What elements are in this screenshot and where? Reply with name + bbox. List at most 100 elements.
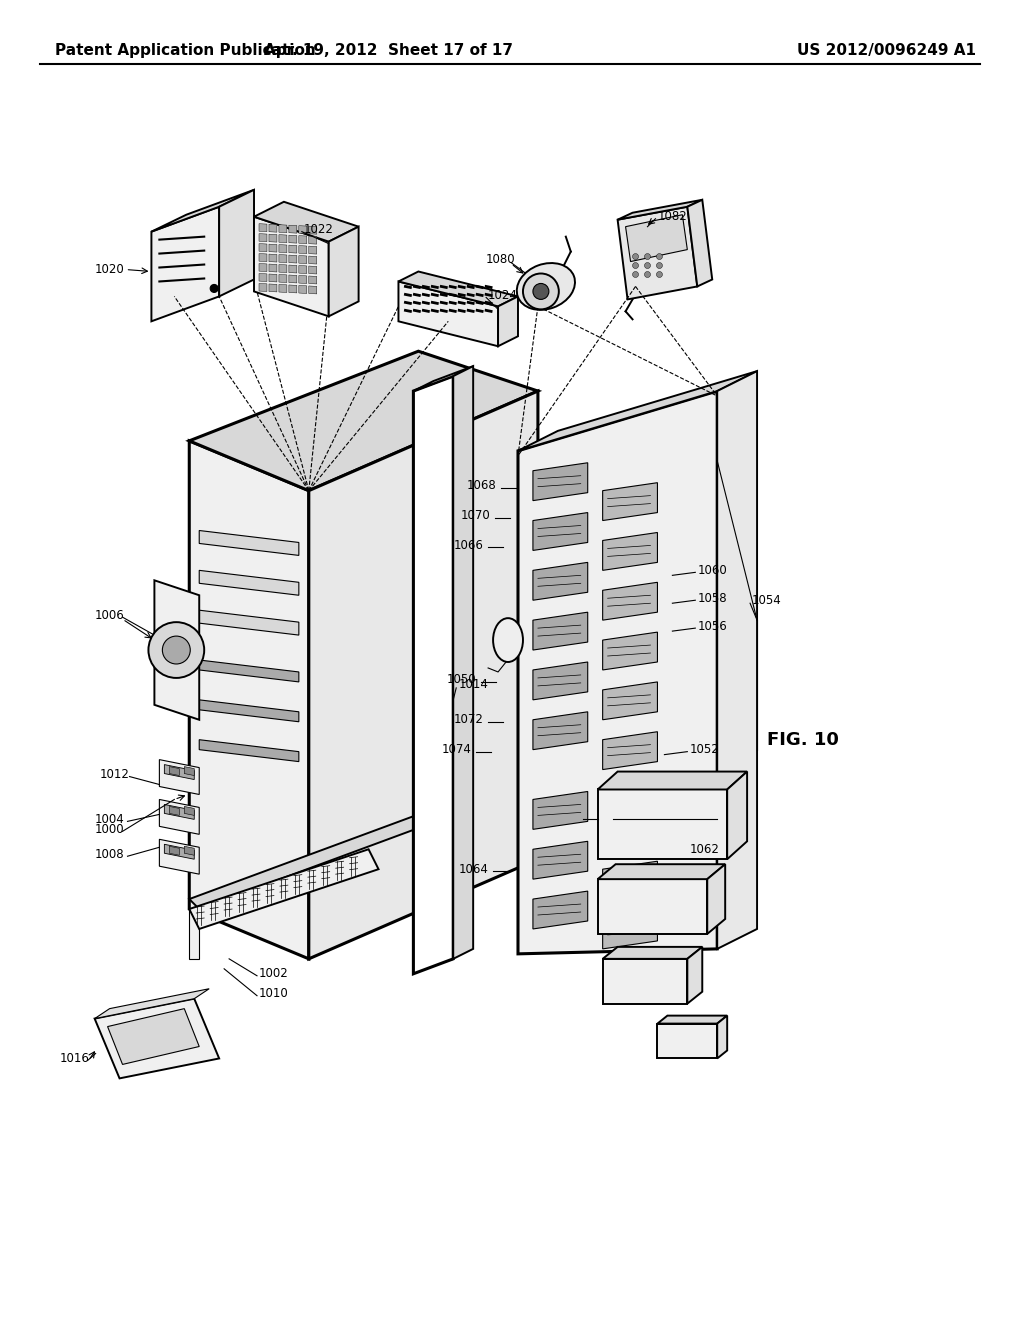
Polygon shape — [169, 807, 179, 816]
Text: 1016: 1016 — [59, 1052, 90, 1065]
Polygon shape — [279, 224, 287, 232]
Polygon shape — [289, 285, 297, 293]
Polygon shape — [603, 483, 657, 520]
Ellipse shape — [494, 618, 523, 663]
Polygon shape — [603, 861, 657, 899]
Polygon shape — [259, 234, 267, 242]
Circle shape — [633, 253, 639, 260]
Polygon shape — [603, 682, 657, 719]
Polygon shape — [269, 253, 276, 263]
Polygon shape — [189, 441, 309, 958]
Polygon shape — [532, 562, 588, 601]
Polygon shape — [165, 804, 195, 820]
Polygon shape — [518, 371, 757, 451]
Polygon shape — [532, 512, 588, 550]
Polygon shape — [289, 265, 297, 273]
Text: 1008: 1008 — [94, 847, 124, 861]
Polygon shape — [279, 275, 287, 282]
Polygon shape — [279, 235, 287, 243]
Text: 1082: 1082 — [657, 210, 687, 223]
Polygon shape — [687, 199, 713, 286]
Polygon shape — [518, 391, 717, 954]
Polygon shape — [279, 244, 287, 252]
Polygon shape — [532, 612, 588, 649]
Circle shape — [532, 284, 549, 300]
Polygon shape — [269, 244, 276, 252]
Circle shape — [656, 263, 663, 268]
Polygon shape — [299, 236, 307, 244]
Polygon shape — [189, 849, 379, 929]
Polygon shape — [498, 297, 518, 346]
Polygon shape — [289, 275, 297, 282]
Polygon shape — [717, 371, 757, 949]
Polygon shape — [189, 909, 200, 958]
Polygon shape — [727, 772, 748, 859]
Polygon shape — [254, 216, 329, 317]
Polygon shape — [289, 226, 297, 234]
Ellipse shape — [517, 263, 575, 310]
Polygon shape — [398, 281, 498, 346]
Polygon shape — [657, 1023, 717, 1059]
Text: Apr. 19, 2012  Sheet 17 of 17: Apr. 19, 2012 Sheet 17 of 17 — [264, 42, 513, 58]
Polygon shape — [299, 226, 307, 234]
Text: 1068: 1068 — [466, 479, 496, 492]
Polygon shape — [165, 764, 195, 780]
Polygon shape — [259, 284, 267, 292]
Polygon shape — [309, 256, 316, 264]
Circle shape — [523, 273, 559, 309]
Polygon shape — [598, 789, 727, 859]
Polygon shape — [603, 946, 702, 958]
Polygon shape — [309, 286, 316, 294]
Text: 1064: 1064 — [458, 863, 488, 875]
Polygon shape — [200, 739, 299, 762]
Polygon shape — [269, 224, 276, 232]
Polygon shape — [169, 846, 179, 855]
Polygon shape — [269, 234, 276, 242]
Polygon shape — [289, 255, 297, 263]
Circle shape — [210, 284, 218, 293]
Polygon shape — [279, 255, 287, 263]
Text: 1054: 1054 — [752, 594, 782, 607]
Circle shape — [656, 272, 663, 277]
Circle shape — [148, 622, 204, 678]
Polygon shape — [617, 207, 697, 300]
Polygon shape — [259, 253, 267, 261]
Text: 1072: 1072 — [454, 713, 483, 726]
Circle shape — [644, 263, 650, 268]
Polygon shape — [309, 226, 316, 234]
Polygon shape — [309, 267, 316, 275]
Polygon shape — [532, 711, 588, 750]
Polygon shape — [160, 759, 200, 795]
Text: 1062: 1062 — [689, 842, 719, 855]
Text: Patent Application Publication: Patent Application Publication — [55, 42, 315, 58]
Polygon shape — [108, 1008, 200, 1064]
Text: 1020: 1020 — [94, 263, 124, 276]
Text: 1014: 1014 — [458, 678, 488, 692]
Text: 1002: 1002 — [259, 968, 289, 981]
Polygon shape — [309, 276, 316, 284]
Polygon shape — [94, 989, 209, 1019]
Polygon shape — [299, 265, 307, 273]
Polygon shape — [299, 285, 307, 293]
Polygon shape — [184, 767, 195, 776]
Polygon shape — [329, 227, 358, 317]
Polygon shape — [279, 284, 287, 293]
Polygon shape — [289, 235, 297, 243]
Polygon shape — [259, 264, 267, 272]
Polygon shape — [598, 772, 748, 789]
Text: 1066: 1066 — [454, 539, 483, 552]
Polygon shape — [626, 215, 687, 261]
Text: US 2012/0096249 A1: US 2012/0096249 A1 — [797, 42, 976, 58]
Polygon shape — [598, 865, 725, 879]
Polygon shape — [200, 700, 299, 722]
Text: 1060: 1060 — [697, 564, 727, 577]
Polygon shape — [184, 807, 195, 816]
Text: FIG. 10: FIG. 10 — [767, 731, 839, 748]
Polygon shape — [184, 846, 195, 855]
Polygon shape — [603, 582, 657, 620]
Polygon shape — [152, 190, 254, 232]
Polygon shape — [200, 570, 299, 595]
Polygon shape — [603, 532, 657, 570]
Text: 1058: 1058 — [697, 591, 727, 605]
Polygon shape — [155, 581, 200, 719]
